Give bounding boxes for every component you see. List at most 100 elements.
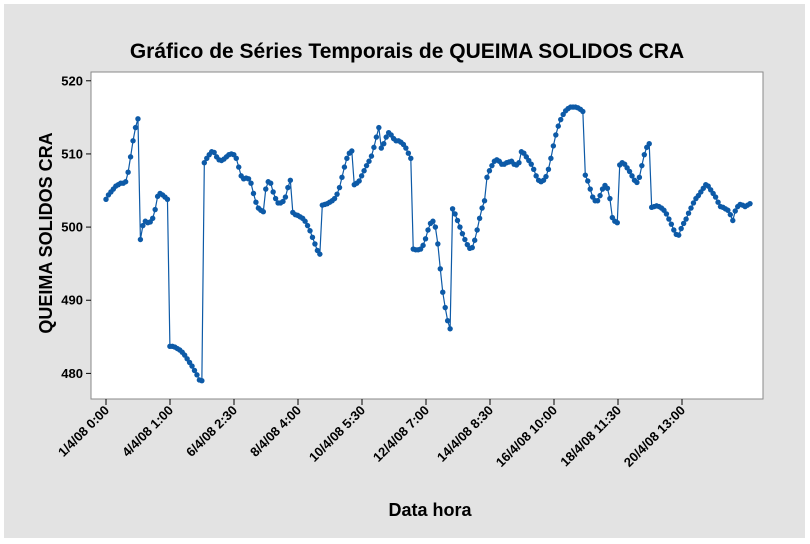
x-tick-label: 8/4/08 4:00 [247, 403, 304, 460]
data-point [334, 191, 340, 197]
data-point [636, 174, 643, 181]
data-point [304, 222, 311, 229]
x-tick-label: 12/4/08 7:00 [370, 403, 432, 465]
data-point [678, 225, 684, 232]
data-point [381, 140, 387, 147]
data-point [476, 215, 483, 222]
x-axis: 1/4/08 0:00 4/4/08 1:00 6/4/08 2:30 8/4/08 … [55, 399, 688, 470]
data-point [363, 162, 370, 169]
data-point [548, 155, 554, 162]
x-tick-label: 6/4/08 2:30 [183, 403, 240, 460]
data-series [103, 104, 753, 384]
data-point [358, 173, 365, 179]
data-point [459, 230, 466, 237]
data-point [607, 195, 613, 202]
data-point [727, 211, 734, 218]
data-point [730, 217, 736, 224]
chart-title: Gráfico de Séries Temporais de QUEIMA SO… [130, 40, 684, 63]
data-point [344, 155, 350, 162]
data-point [376, 124, 382, 131]
data-point [666, 216, 672, 222]
data-point [341, 164, 348, 170]
data-point [668, 221, 675, 227]
data-point [403, 145, 409, 151]
data-point [732, 208, 738, 214]
data-point [454, 217, 461, 224]
data-point [366, 158, 372, 164]
data-point [422, 236, 429, 242]
data-point [447, 326, 453, 332]
data-point [555, 123, 561, 129]
data-point [430, 218, 436, 224]
data-point [715, 199, 721, 205]
data-point [127, 154, 134, 160]
data-point [435, 241, 441, 247]
data-point [378, 145, 384, 151]
data-point [125, 169, 131, 175]
data-point [245, 176, 252, 182]
data-point [442, 304, 448, 311]
data-point [312, 241, 318, 247]
data-point [140, 222, 146, 229]
data-point [189, 363, 195, 369]
y-tick-label: 510 [61, 146, 83, 161]
data-point [449, 206, 456, 212]
data-point [646, 140, 652, 147]
data-point [683, 216, 689, 222]
data-point [260, 209, 267, 215]
data-point [533, 173, 539, 179]
x-tick-label: 14/4/08 8:30 [434, 403, 496, 465]
data-point [597, 192, 603, 199]
data-point [137, 236, 144, 243]
data-point [130, 138, 136, 144]
data-point [484, 174, 490, 181]
data-point [530, 166, 537, 172]
y-axis: 480 490 500 510 520 [61, 73, 91, 381]
data-point [368, 153, 375, 159]
data-point [371, 144, 377, 151]
data-point [307, 228, 313, 234]
data-point [676, 232, 682, 238]
data-point [373, 134, 380, 140]
y-tick-label: 490 [61, 293, 83, 308]
data-point [272, 195, 279, 202]
data-point [405, 150, 412, 156]
data-point [287, 177, 294, 183]
data-point [587, 186, 593, 192]
data-point [356, 178, 362, 184]
data-point [309, 234, 316, 241]
data-point [671, 227, 677, 233]
data-point [331, 195, 338, 202]
data-point [594, 198, 601, 204]
data-point [164, 196, 171, 202]
data-point [336, 184, 343, 191]
data-point [690, 200, 697, 206]
data-point [201, 160, 208, 166]
y-tick-label: 480 [61, 366, 83, 381]
data-point [280, 198, 286, 205]
data-point [285, 184, 291, 191]
data-point [462, 236, 468, 243]
data-point [641, 151, 648, 158]
data-point [469, 244, 475, 251]
data-point [634, 179, 640, 186]
data-point [349, 148, 355, 154]
data-point [194, 372, 200, 378]
data-point [383, 134, 389, 140]
data-point [474, 227, 480, 233]
data-point [408, 155, 414, 162]
data-point [550, 143, 557, 149]
data-point [282, 194, 289, 200]
data-point [361, 168, 367, 174]
data-point [604, 185, 611, 192]
data-point [250, 190, 257, 197]
data-point [580, 108, 586, 115]
data-point [472, 237, 478, 243]
data-point [420, 242, 426, 249]
data-point [680, 220, 687, 227]
data-point [339, 174, 345, 181]
data-point [233, 155, 239, 162]
data-point [489, 162, 495, 169]
data-point [626, 168, 633, 175]
data-point [150, 215, 156, 222]
